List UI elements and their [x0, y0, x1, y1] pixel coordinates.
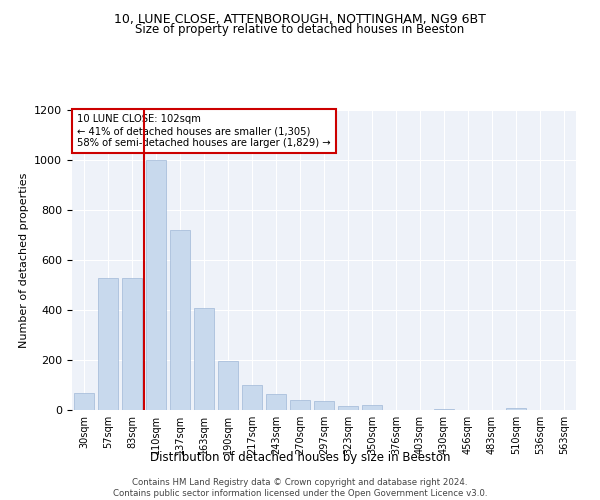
Text: Contains HM Land Registry data © Crown copyright and database right 2024.
Contai: Contains HM Land Registry data © Crown c…: [113, 478, 487, 498]
Bar: [122, 278, 142, 410]
Bar: [506, 408, 526, 410]
Bar: [98, 278, 118, 410]
Y-axis label: Number of detached properties: Number of detached properties: [19, 172, 29, 348]
Bar: [362, 405, 382, 410]
Bar: [290, 400, 310, 410]
Bar: [338, 406, 358, 410]
Text: Size of property relative to detached houses in Beeston: Size of property relative to detached ho…: [136, 22, 464, 36]
Bar: [266, 394, 286, 410]
Bar: [434, 409, 454, 410]
Bar: [194, 308, 214, 410]
Bar: [74, 392, 94, 410]
Bar: [242, 385, 262, 410]
Bar: [218, 361, 238, 410]
Text: 10, LUNE CLOSE, ATTENBOROUGH, NOTTINGHAM, NG9 6BT: 10, LUNE CLOSE, ATTENBOROUGH, NOTTINGHAM…: [114, 12, 486, 26]
Bar: [314, 401, 334, 410]
Bar: [170, 230, 190, 410]
Text: 10 LUNE CLOSE: 102sqm
← 41% of detached houses are smaller (1,305)
58% of semi-d: 10 LUNE CLOSE: 102sqm ← 41% of detached …: [77, 114, 331, 148]
Bar: [146, 160, 166, 410]
Text: Distribution of detached houses by size in Beeston: Distribution of detached houses by size …: [150, 451, 450, 464]
